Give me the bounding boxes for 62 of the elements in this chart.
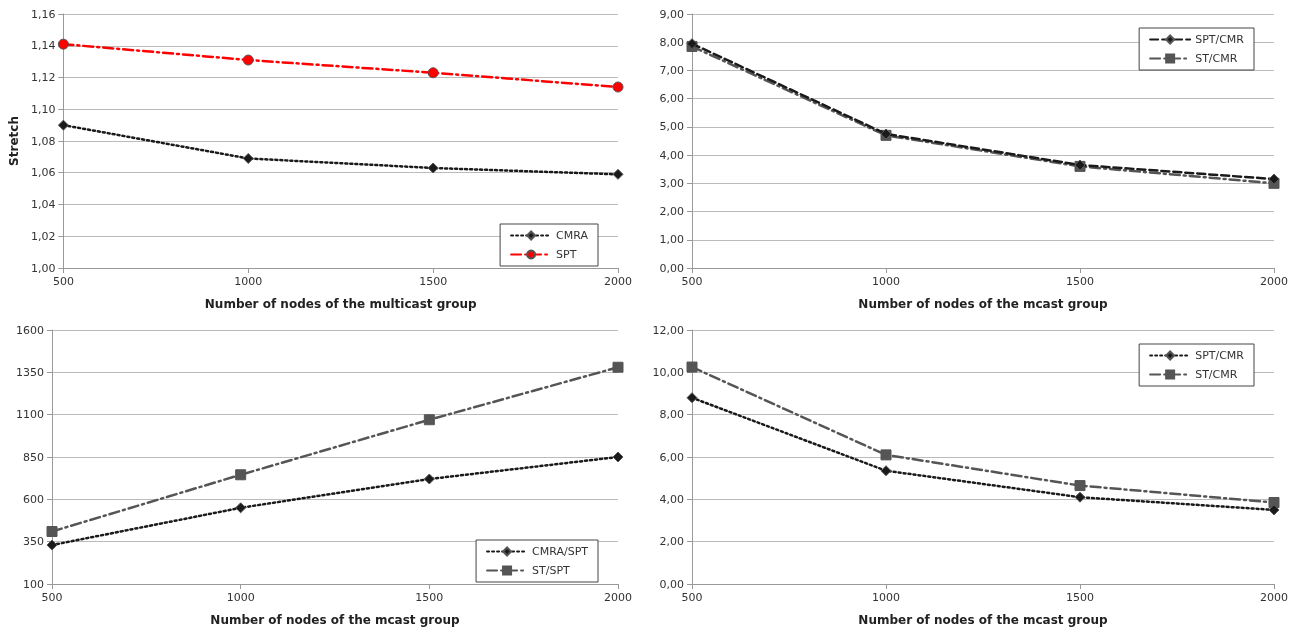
y-tick-label: 1,02 xyxy=(30,229,56,243)
y-tick-label: 100 xyxy=(23,577,44,591)
legend-label: SPT/CMR xyxy=(1195,33,1245,46)
x-tick-label: 1000 xyxy=(234,275,263,288)
y-tick-label: 1600 xyxy=(16,323,44,337)
legend-label: SPT xyxy=(556,248,577,261)
x-axis-title: Number of nodes of the mcast group xyxy=(210,613,461,627)
y-tick-label: 4,00 xyxy=(659,492,684,506)
x-tick-label: 2000 xyxy=(604,275,632,288)
x-tick-label: 1000 xyxy=(872,591,900,604)
y-tick-label: 1,00 xyxy=(30,261,56,275)
x-axis-title: Number of nodes of the mcast group xyxy=(858,613,1109,627)
y-tick-label: 1,08 xyxy=(30,134,56,148)
y-tick-label: 1,16 xyxy=(30,7,56,21)
y-tick-label: 2,00 xyxy=(659,535,684,549)
legend-label: ST/CMR xyxy=(1195,52,1238,65)
y-tick-label: 1,12 xyxy=(30,71,56,84)
y-tick-label: 1,14 xyxy=(30,39,56,53)
y-tick-label: 8,00 xyxy=(659,408,684,422)
y-tick-label: 9,00 xyxy=(659,7,684,21)
legend-label: ST/SPT xyxy=(532,564,571,577)
x-tick-label: 1000 xyxy=(226,591,255,604)
x-tick-label: 1500 xyxy=(1066,275,1094,288)
legend-label: ST/CMR xyxy=(1195,368,1238,381)
y-tick-label: 1100 xyxy=(16,408,44,422)
y-tick-label: 600 xyxy=(23,492,44,506)
x-tick-label: 1500 xyxy=(415,591,444,604)
y-tick-label: 1,06 xyxy=(30,166,56,180)
x-tick-label: 500 xyxy=(52,275,74,288)
y-tick-label: 4,00 xyxy=(659,148,684,162)
y-tick-label: 0,00 xyxy=(659,261,684,275)
y-tick-label: 8,00 xyxy=(659,35,684,49)
x-tick-label: 2000 xyxy=(1260,275,1288,288)
y-tick-label: 3,00 xyxy=(659,176,684,190)
x-axis-title: Number of nodes of the mcast group xyxy=(858,297,1109,311)
y-tick-label: 1,10 xyxy=(30,102,56,116)
x-tick-label: 500 xyxy=(681,275,703,288)
x-tick-label: 500 xyxy=(681,591,703,604)
x-axis-title: Number of nodes of the multicast group xyxy=(204,297,477,311)
y-tick-label: 6,00 xyxy=(659,92,684,106)
legend-label: SPT/CMR xyxy=(1195,349,1245,362)
y-tick-label: 5,00 xyxy=(659,120,684,134)
y-tick-label: 6,00 xyxy=(659,450,684,464)
y-tick-label: 2,00 xyxy=(659,205,684,219)
y-tick-label: 0,00 xyxy=(659,577,684,591)
x-tick-label: 1000 xyxy=(872,275,900,288)
y-tick-label: 10,00 xyxy=(652,365,684,379)
x-tick-label: 1500 xyxy=(1066,591,1094,604)
y-tick-label: 350 xyxy=(23,535,44,549)
y-tick-label: 850 xyxy=(23,450,44,464)
y-tick-label: 1350 xyxy=(16,365,44,379)
x-tick-label: 500 xyxy=(41,591,63,604)
y-tick-label: 1,04 xyxy=(30,198,56,211)
x-tick-label: 2000 xyxy=(1260,591,1288,604)
x-tick-label: 1500 xyxy=(419,275,448,288)
legend-label: CMRA/SPT xyxy=(532,545,589,558)
y-tick-label: 7,00 xyxy=(659,63,684,77)
y-axis-title: Stretch xyxy=(7,116,21,166)
legend-label: CMRA xyxy=(556,229,589,242)
y-tick-label: 1,00 xyxy=(659,233,684,247)
x-tick-label: 2000 xyxy=(604,591,632,604)
y-tick-label: 12,00 xyxy=(652,323,684,337)
